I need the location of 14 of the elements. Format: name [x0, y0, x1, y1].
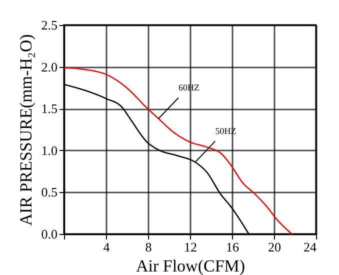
x-tick-label: 16 [226, 240, 240, 254]
x-tick-label: 8 [145, 240, 152, 254]
y-axis-title: AIR PRESSURE(mm-H₂O) [16, 34, 36, 226]
x-tick-label: 24 [304, 240, 317, 254]
y-tick-label: 2.0 [41, 59, 58, 74]
x-tick-label: 20 [268, 240, 281, 254]
y-tick-label: 0.5 [41, 184, 58, 200]
x-tick-label: 12 [184, 240, 197, 254]
x-tick-label: 4 [103, 240, 110, 254]
y-tick-label: 1.0 [41, 142, 58, 158]
y-tick-label: 2.5 [41, 18, 58, 32]
y-tick-label: 1.5 [41, 101, 58, 116]
x-axis-title: Air Flow(CFM) [136, 256, 246, 275]
y-tick-label: 0.0 [41, 226, 58, 242]
